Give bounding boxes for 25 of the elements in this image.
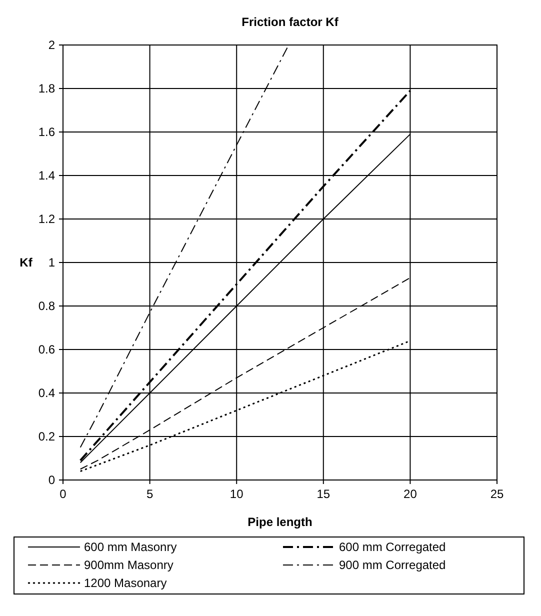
legend-label: 600 mm Corregated: [339, 540, 446, 554]
x-tick-label: 20: [404, 487, 418, 501]
x-axis-title: Pipe length: [248, 515, 312, 529]
x-tick-label: 5: [146, 487, 154, 501]
legend-label: 600 mm Masonry: [84, 540, 177, 554]
y-tick-label: 1: [48, 256, 56, 270]
x-tick-label: 25: [490, 487, 504, 501]
x-tick-label: 0: [60, 487, 67, 501]
y-tick-label: 0: [48, 473, 56, 487]
x-tick-label: 10: [230, 487, 244, 501]
y-tick-label: 0.6: [38, 342, 56, 356]
y-tick-label: 1.2: [38, 212, 56, 226]
y-axis-title: Kf: [20, 256, 34, 270]
legend-label: 900 mm Corregated: [339, 558, 446, 572]
legend-label: 1200 Masonary: [84, 576, 167, 590]
legend-label: 900mm Masonry: [84, 558, 174, 572]
x-tick-label: 15: [316, 487, 330, 501]
y-tick-label: 1.4: [38, 168, 56, 182]
y-tick-label: 0.4: [38, 386, 56, 400]
y-tick-label: 1.8: [38, 82, 56, 96]
y-tick-label: 0.8: [38, 299, 56, 313]
y-tick-label: 2: [48, 38, 56, 52]
y-tick-label: 1.6: [38, 125, 56, 139]
chart-title: Friction factor Kf: [242, 15, 340, 29]
y-tick-label: 0.2: [38, 430, 56, 444]
